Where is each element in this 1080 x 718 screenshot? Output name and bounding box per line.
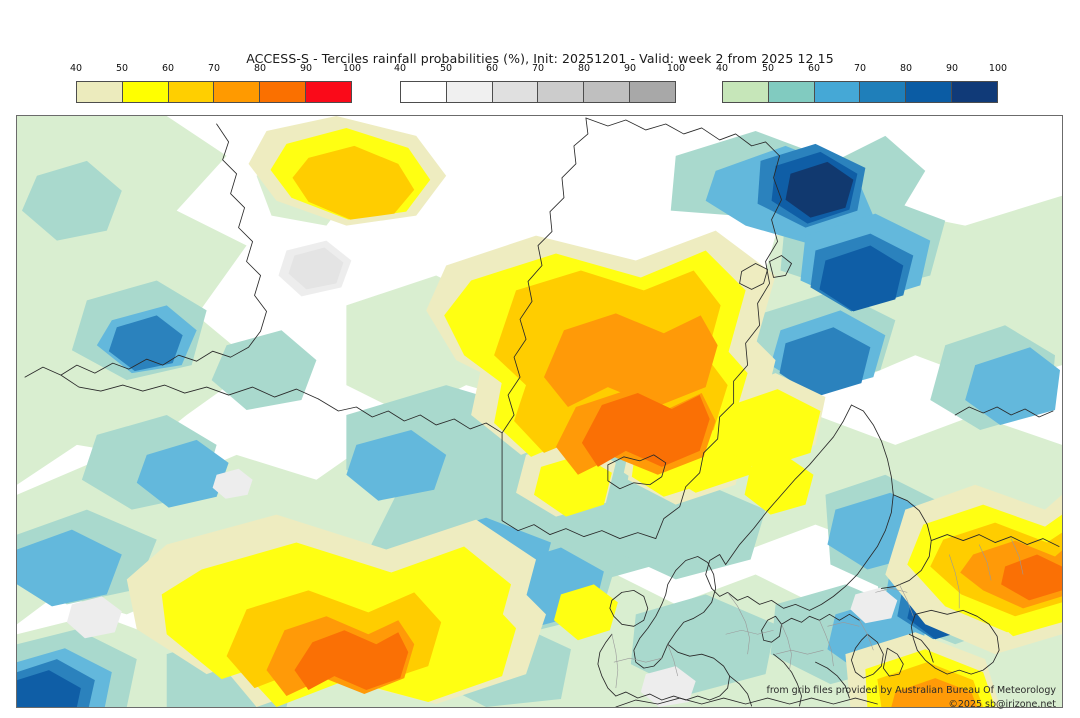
- tick-label: 50: [761, 63, 775, 74]
- color-swatch: [723, 82, 769, 102]
- tick-label: 40: [69, 63, 83, 74]
- color-swatch: [952, 82, 997, 102]
- tick-label: 90: [945, 63, 959, 74]
- color-swatch: [768, 82, 815, 102]
- tick-label: 80: [899, 63, 913, 74]
- tick-label: 100: [666, 63, 686, 74]
- color-swatch: [492, 82, 539, 102]
- color-swatch: [260, 82, 307, 102]
- colorbar-above-normal-swatches: [722, 81, 998, 103]
- colorbar-below-normal-swatches: [76, 81, 352, 103]
- tick-label: 40: [393, 63, 407, 74]
- colorbar-below-normal-ticks: 40 50 60 70 80 90 100: [70, 63, 361, 78]
- colorbar-above-normal: 40 50 60 70 80 90 100: [716, 63, 1007, 103]
- colorbar-above-normal-ticks: 40 50 60 70 80 90 100: [716, 63, 1007, 78]
- page-title: ACCESS-S - Terciles rainfall probabiliti…: [246, 51, 834, 66]
- coastlines-layer: [24, 117, 1060, 707]
- tick-label: 60: [807, 63, 821, 74]
- color-swatch: [814, 82, 861, 102]
- tick-label: 50: [439, 63, 453, 74]
- above-normal-probability-field: [17, 116, 1062, 707]
- color-swatch: [860, 82, 907, 102]
- country-borders-layer: [611, 538, 1024, 689]
- color-swatch: [538, 82, 585, 102]
- color-swatch: [168, 82, 215, 102]
- tick-label: 80: [253, 63, 267, 74]
- tick-label: 90: [299, 63, 313, 74]
- tick-label: 90: [623, 63, 637, 74]
- color-swatch: [630, 82, 675, 102]
- color-swatch: [77, 82, 123, 102]
- colorbar-near-normal: 40 50 60 70 80 90 100: [394, 63, 685, 103]
- forecast-map[interactable]: [16, 115, 1063, 708]
- color-swatch: [122, 82, 169, 102]
- color-swatch: [401, 82, 447, 102]
- tick-label: 60: [161, 63, 175, 74]
- color-swatch: [906, 82, 953, 102]
- color-swatch: [446, 82, 493, 102]
- near-normal-probability-field: [66, 240, 898, 707]
- colorbar-near-normal-ticks: 40 50 60 70 80 90 100: [394, 63, 685, 78]
- color-swatch: [306, 82, 351, 102]
- colorbar-below-normal: 40 50 60 70 80 90 100: [70, 63, 361, 103]
- color-swatch: [584, 82, 631, 102]
- tick-label: 70: [853, 63, 867, 74]
- map-canvas: [17, 116, 1062, 707]
- color-swatch: [214, 82, 261, 102]
- tick-label: 80: [577, 63, 591, 74]
- tick-label: 100: [342, 63, 362, 74]
- tick-label: 40: [715, 63, 729, 74]
- tick-label: 70: [531, 63, 545, 74]
- tick-label: 70: [207, 63, 221, 74]
- tick-label: 60: [485, 63, 499, 74]
- tick-label: 50: [115, 63, 129, 74]
- tick-label: 100: [988, 63, 1008, 74]
- colorbar-near-normal-swatches: [400, 81, 676, 103]
